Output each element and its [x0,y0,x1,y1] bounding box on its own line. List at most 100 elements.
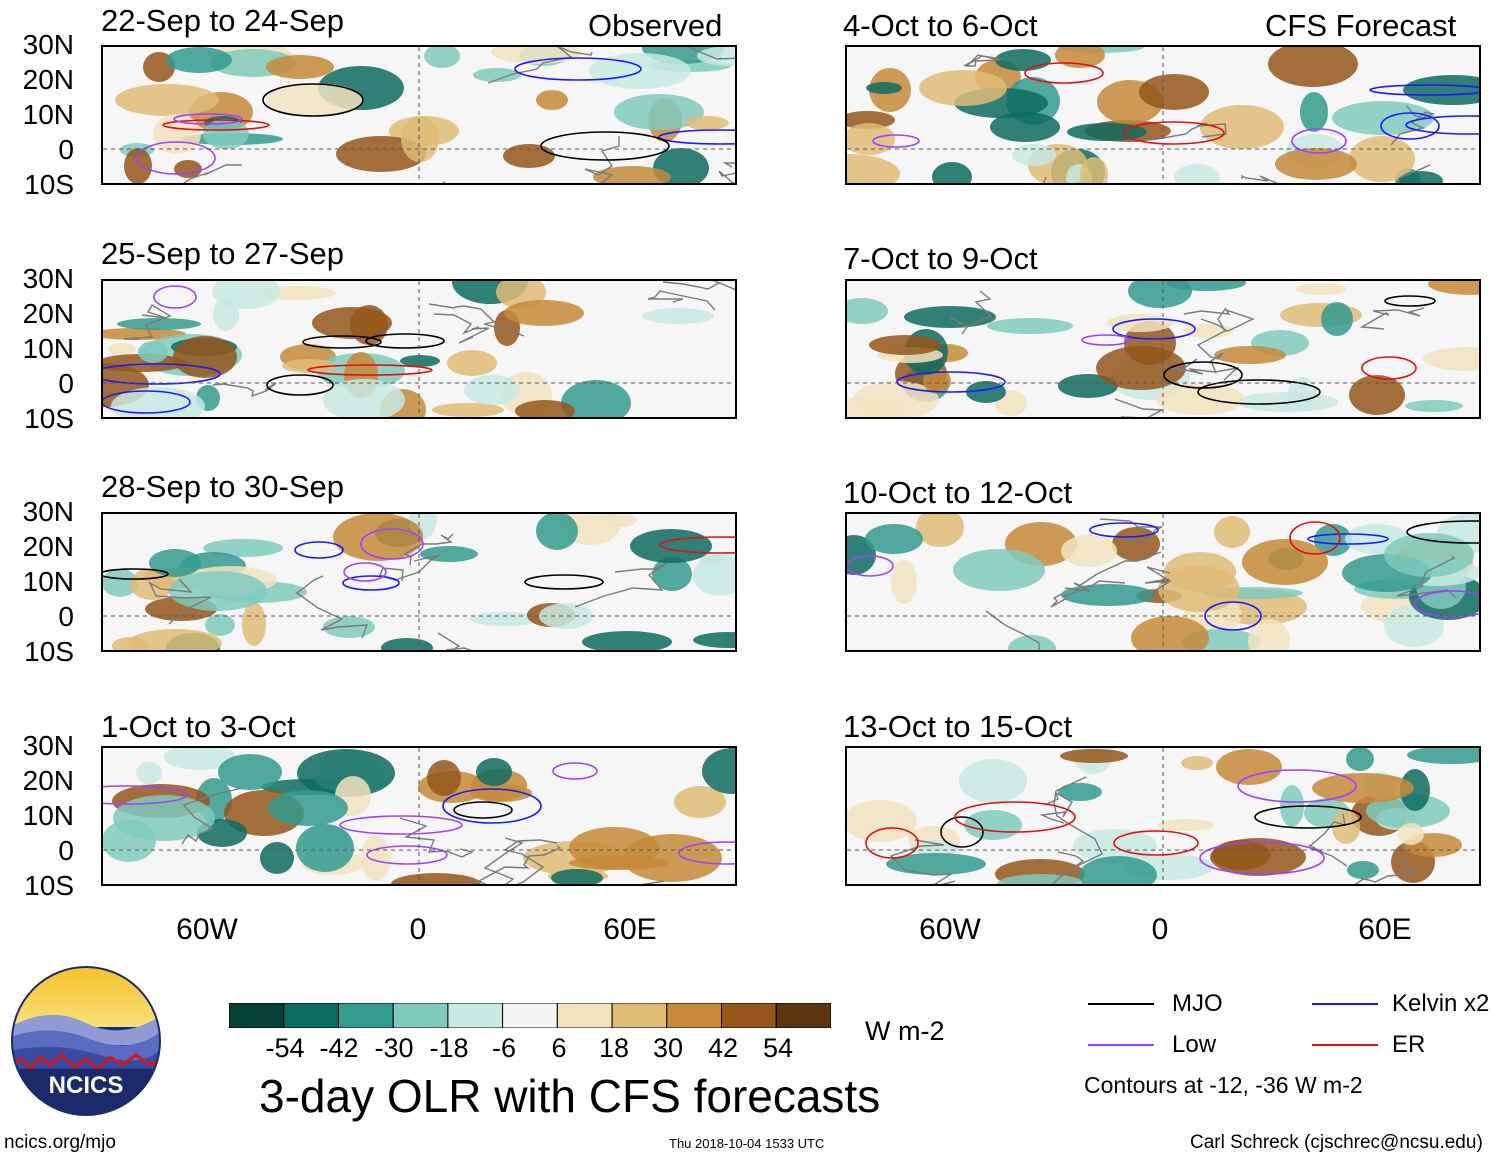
wave-contour [1405,115,1479,135]
negative-olr-anomaly [473,68,521,82]
negative-olr-anomaly [297,749,395,797]
colorbar-label: -30 [374,1033,414,1063]
negative-olr-anomaly [111,387,205,417]
negative-olr-anomaly [260,842,294,874]
wave-contour [847,555,894,577]
wave-contour [1237,769,1357,803]
negative-olr-anomaly [166,47,232,73]
positive-olr-anomaly [1428,281,1479,295]
legend-label-mjo: MJO [1172,990,1223,1017]
positive-olr-anomaly [1349,375,1405,415]
negative-olr-anomaly [630,529,712,563]
negative-olr-anomaly [218,754,282,790]
negative-olr-anomaly [910,840,960,856]
negative-olr-anomaly [212,281,280,309]
coastline [1308,813,1348,867]
positive-olr-anomaly [333,514,423,561]
coastline [1390,105,1436,146]
colorbar-swatch [775,1002,832,1029]
wave-contour [865,827,919,859]
negative-olr-anomaly [1058,374,1118,398]
negative-olr-anomaly [138,341,168,363]
wave-contour [1081,334,1131,346]
positive-olr-anomaly [847,154,900,183]
coastline [487,47,593,84]
map-panel-10oct-12oct [845,512,1481,652]
wave-contour [302,335,382,349]
map-panel-4oct-6oct [845,45,1481,185]
positive-olr-anomaly [1055,47,1105,68]
lon-label: 60W [176,913,238,946]
wave-contour [442,788,542,824]
lat-label: 20N [22,298,74,329]
positive-olr-anomaly [1156,383,1244,415]
map-panel-28sep-30sep [101,512,737,652]
wave-contour [294,541,344,559]
wave-contour [153,285,197,309]
positive-olr-anomaly [427,760,461,796]
negative-olr-anomaly [614,94,704,130]
lon-label: 60E [1358,913,1412,946]
positive-olr-anomaly [361,835,391,881]
lat-label: 10N [22,800,74,831]
lat-label: 30N [22,496,74,527]
positive-olr-anomaly [1158,566,1240,612]
wave-contour [266,374,334,396]
legend-note: Contours at -12, -36 W m-2 [1084,1072,1363,1098]
lat-label: 10S [24,870,74,901]
wave-contour [514,57,642,81]
negative-olr-anomaly [932,162,972,183]
negative-olr-anomaly [464,375,520,405]
olr-anomaly-field [103,514,735,650]
coastline [647,290,716,311]
negative-olr-anomaly [1366,794,1450,828]
positive-olr-anomaly [1080,157,1108,183]
negative-olr-anomaly [551,869,603,884]
wave-contour [262,83,364,117]
coastline [433,313,490,344]
positive-olr-anomaly [242,602,266,646]
positive-olr-anomaly [891,560,917,604]
panel-title-5: 4-Oct to 6-Oct [843,8,1038,43]
negative-olr-anomaly [536,514,578,550]
negative-olr-anomaly [953,549,1045,591]
coastline [985,610,1040,650]
coastline [718,162,735,183]
colorbar-swatch [338,1002,394,1029]
legend-swatch-er [1312,1044,1378,1046]
negative-olr-anomaly [693,632,735,648]
logo-text: NCICS [49,1072,124,1099]
positive-olr-anomaly [1214,516,1250,548]
wave-contour [103,363,221,385]
negative-olr-anomaly [847,298,888,324]
olr-anomaly-field [847,514,1479,650]
wave-contour [1254,805,1362,829]
footer-url[interactable]: ncics.org/mjo [4,1132,116,1153]
negative-olr-anomaly [296,824,354,872]
negative-olr-anomaly [1174,164,1220,183]
positive-olr-anomaly [124,148,152,183]
wave-contour [1197,379,1321,405]
wave-contour [103,568,169,580]
positive-olr-anomaly [919,70,1007,106]
positive-olr-anomaly [1242,539,1328,585]
colorbar-label: 54 [762,1033,794,1063]
panel-title-6: 7-Oct to 9-Oct [843,241,1038,276]
coastline [1241,174,1279,183]
positive-olr-anomaly [916,514,964,547]
colorbar-label: 42 [707,1033,739,1063]
positive-olr-anomaly [593,166,671,183]
negative-olr-anomaly [865,524,923,554]
negative-olr-anomaly [164,748,236,770]
colorbar-swatch [721,1002,777,1029]
wave-contour [659,536,735,554]
panel-title-4: 1-Oct to 3-Oct [101,709,296,744]
positive-olr-anomaly [1398,823,1424,845]
wave-contour [1369,84,1479,96]
positive-olr-anomaly [503,144,555,168]
negative-olr-anomaly [1012,144,1056,166]
wave-contour [678,841,735,865]
legend-label-er: ER [1392,1031,1426,1058]
coastline [574,562,668,608]
positive-olr-anomaly [515,400,575,417]
